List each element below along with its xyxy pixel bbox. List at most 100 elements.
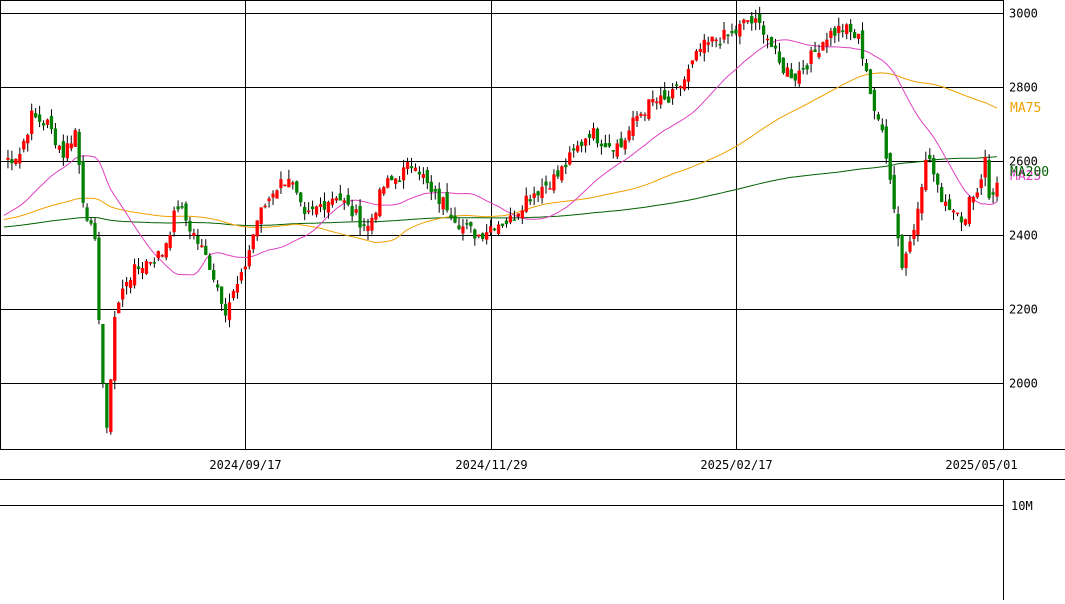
candle-down	[465, 223, 469, 225]
candle-down	[188, 220, 192, 232]
candle-up	[144, 261, 149, 274]
candle-up	[461, 226, 465, 234]
candle-down	[544, 181, 548, 186]
candle-down	[457, 225, 461, 230]
candle-up	[405, 162, 410, 169]
candle-up	[591, 128, 596, 139]
candle-up	[57, 145, 62, 150]
candle-up	[374, 212, 378, 220]
candle-down	[409, 166, 414, 169]
candle-up	[271, 193, 275, 198]
candle-down	[876, 114, 880, 120]
candle-up	[920, 187, 924, 214]
candle-up	[568, 152, 572, 165]
candle-down	[41, 123, 46, 126]
candle-up	[623, 140, 627, 150]
price-tick-label: 2400	[1009, 229, 1038, 243]
candle-up	[421, 174, 426, 178]
candle-up	[168, 235, 172, 249]
candle-down	[469, 222, 473, 227]
candle-up	[963, 219, 968, 225]
candle-down	[445, 191, 449, 211]
candle-up	[821, 42, 825, 51]
candle-down	[868, 69, 873, 94]
candle-up	[342, 200, 346, 203]
candle-down	[196, 236, 200, 244]
candle-up	[314, 206, 319, 215]
date-tick-label: 2025/05/01	[945, 458, 1017, 472]
candle-down	[184, 203, 188, 221]
candle-up	[678, 86, 683, 89]
candle-down	[599, 143, 604, 147]
candle-up	[540, 186, 544, 198]
candle-down	[358, 205, 362, 228]
candle-up	[413, 167, 418, 172]
candle-up	[560, 166, 564, 181]
candle-up	[231, 290, 236, 299]
candle-down	[841, 30, 845, 32]
candle-down	[674, 84, 679, 86]
candle-up	[382, 187, 386, 194]
candle-down	[805, 65, 809, 70]
candle-up	[14, 158, 18, 165]
candle-up	[552, 174, 556, 191]
date-tick-label: 2024/09/17	[209, 458, 281, 472]
candle-up	[837, 25, 841, 34]
candle-down	[773, 45, 778, 49]
candle-up	[924, 159, 928, 191]
candle-down	[663, 90, 667, 100]
candle-up	[916, 208, 920, 235]
candle-down	[492, 228, 497, 231]
candle-down	[777, 51, 782, 63]
candle-down	[295, 181, 299, 193]
candle-up	[132, 264, 137, 286]
candle-up	[263, 205, 267, 208]
candle-up	[722, 29, 726, 40]
candle-up	[647, 99, 651, 119]
candle-up	[785, 67, 789, 77]
candle-down	[726, 34, 730, 37]
candle-down	[97, 237, 101, 321]
candle-up	[394, 178, 398, 184]
volume-tick-label: 10M	[1011, 499, 1033, 513]
candle-down	[572, 148, 576, 151]
candle-down	[758, 13, 762, 23]
candle-down	[350, 205, 354, 217]
candle-down	[10, 159, 14, 164]
candle-up	[330, 198, 335, 205]
candle-up	[682, 79, 687, 90]
candle-up	[971, 197, 975, 203]
candle-down	[718, 43, 722, 46]
candle-down	[93, 222, 97, 240]
candle-up	[275, 190, 279, 199]
candle-down	[536, 191, 540, 196]
candle-up	[477, 234, 481, 237]
candle-up	[706, 42, 710, 45]
candle-down	[833, 28, 837, 36]
date-tick-label: 2024/11/29	[455, 458, 527, 472]
candle-up	[943, 201, 948, 206]
candle-up	[908, 241, 912, 252]
candle-up	[113, 316, 117, 381]
candle-down	[959, 216, 964, 223]
candle-up	[485, 232, 489, 240]
candle-up	[631, 117, 635, 136]
price-tick-label: 2200	[1009, 303, 1038, 317]
candle-down	[872, 89, 877, 111]
candle-up	[955, 212, 960, 215]
candle-up	[765, 38, 770, 41]
candle-up	[326, 201, 331, 213]
candle-up	[532, 193, 536, 199]
candle-down	[880, 124, 884, 131]
candle-down	[734, 29, 738, 34]
candle-up	[334, 198, 338, 201]
candle-down	[892, 174, 896, 210]
candle-up	[128, 279, 133, 288]
candle-down	[425, 170, 429, 184]
candle-down	[362, 224, 366, 226]
candle-down	[947, 199, 952, 210]
candle-up	[714, 39, 718, 42]
legend-ma25: MA25	[1010, 169, 1041, 184]
candle-down	[49, 115, 54, 130]
